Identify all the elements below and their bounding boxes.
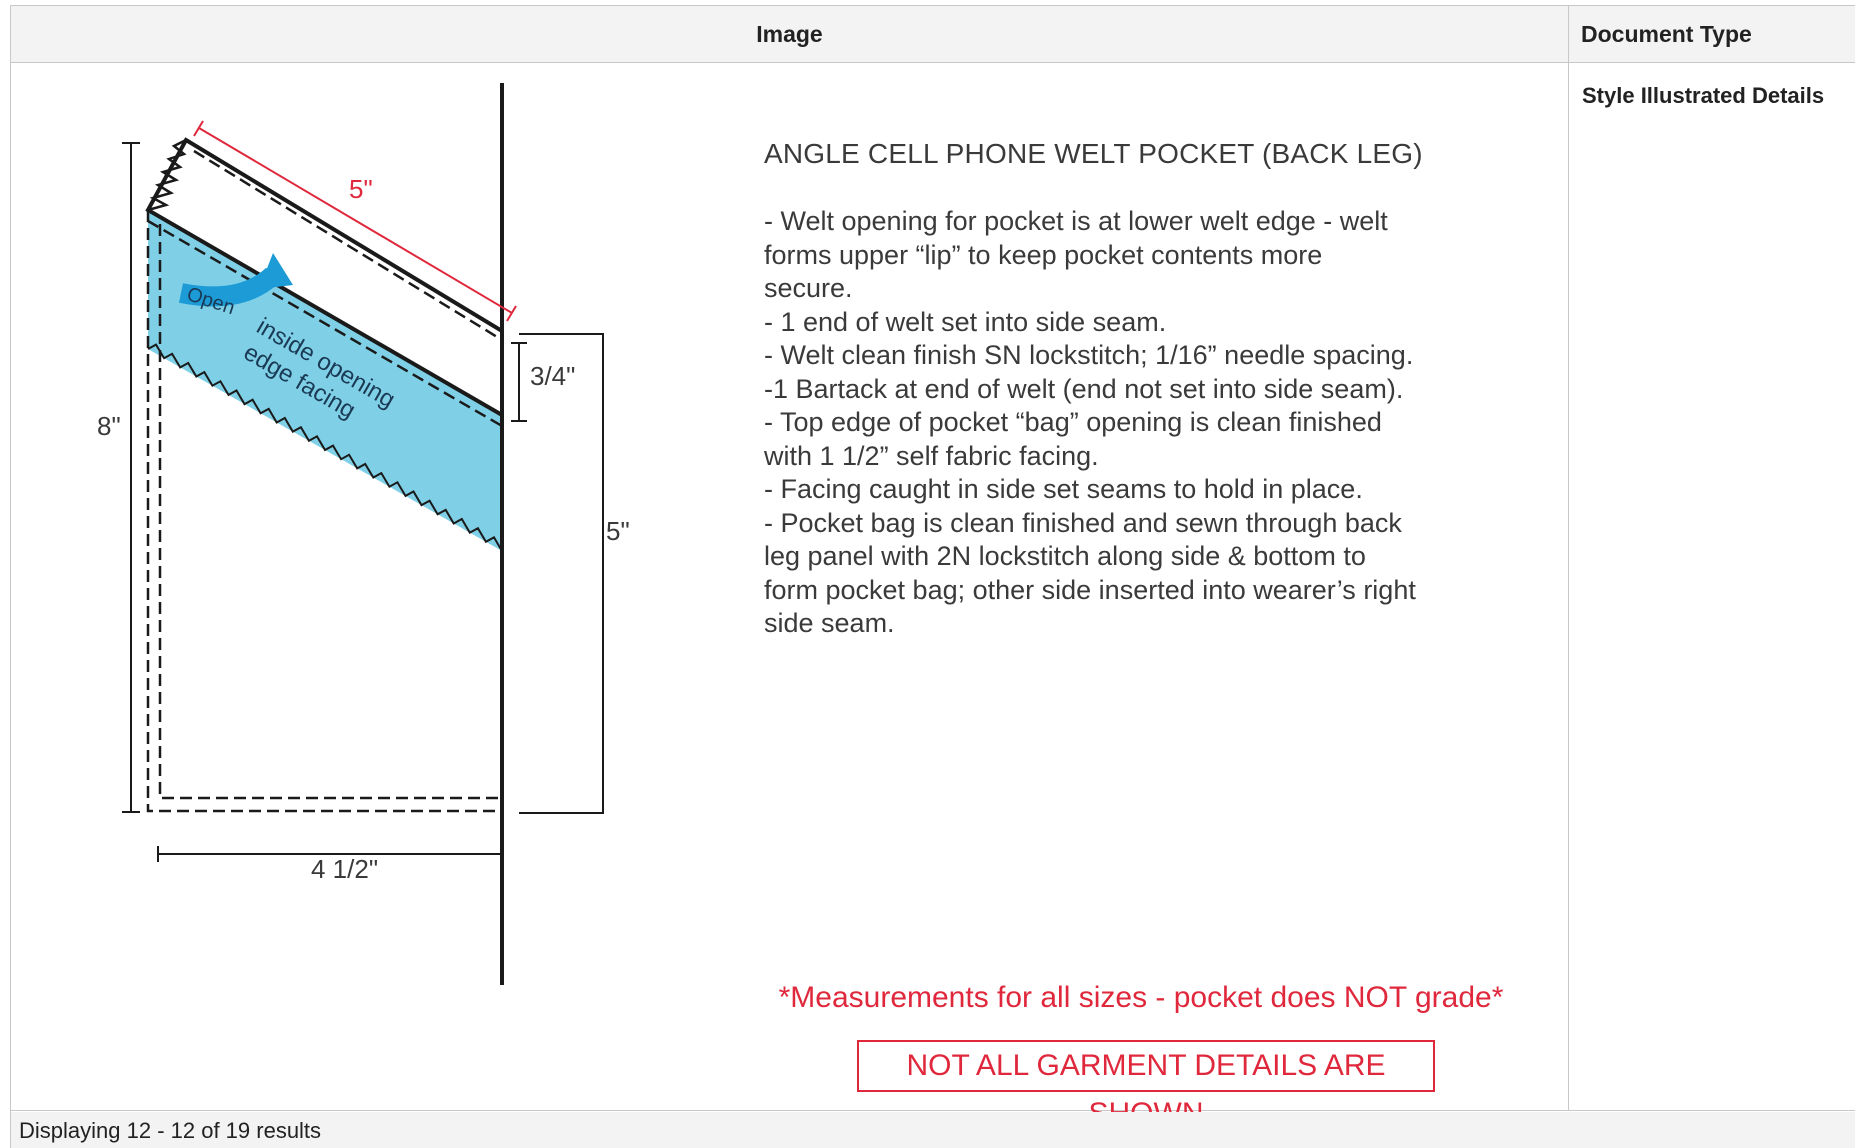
pocket-bag-outline-inner bbox=[158, 224, 502, 800]
welt-length-label: 5" bbox=[349, 174, 373, 204]
pocket-technical-drawing: Open inside opening edge facing 5" 8" 3/… bbox=[97, 83, 630, 985]
welt-length-dimension-line bbox=[198, 127, 513, 314]
spec-text: ANGLE CELL PHONE WELT POCKET (BACK LEG) … bbox=[764, 138, 1484, 641]
welt-stitch-line bbox=[193, 149, 503, 342]
disclaimer-box: NOT ALL GARMENT DETAILS ARE SHOWN bbox=[857, 1040, 1435, 1130]
spec-line: secure. bbox=[764, 273, 853, 303]
document-type-cell[interactable]: Style Illustrated Details bbox=[1582, 83, 1825, 108]
spec-line: with 1 1/2” self fabric facing. bbox=[764, 440, 1099, 471]
facing-zigzag-edge bbox=[147, 343, 503, 552]
spec-line: leg panel with 2N lockstitch along side … bbox=[764, 541, 1366, 571]
spec-line: - Pocket bag is clean finished and sewn … bbox=[764, 507, 1402, 538]
spec-line: - Welt opening for pocket is at lower we… bbox=[764, 206, 1388, 236]
pagination-status: Displaying 12 - 12 of 19 results bbox=[11, 1112, 1855, 1148]
spec-line: - Welt clean finish SN lockstitch; 1/16”… bbox=[764, 340, 1414, 370]
width-label: 4 1/2" bbox=[311, 854, 378, 884]
spec-line: - Top edge of pocket “bag” opening is cl… bbox=[764, 407, 1382, 437]
spec-line: - 1 end of welt set into side seam. bbox=[764, 306, 1167, 337]
table-header: Image Document Type bbox=[11, 6, 1855, 63]
welt-depth-label: 3/4" bbox=[530, 361, 575, 391]
welt-zigzag-end bbox=[147, 138, 187, 212]
table-row: Open inside opening edge facing 5" 8" 3/… bbox=[11, 63, 1855, 1130]
spec-line: side seam. bbox=[764, 608, 895, 638]
welt-length-tick-end bbox=[506, 305, 517, 322]
side-length-bracket bbox=[519, 333, 604, 814]
height-label: 8" bbox=[97, 411, 121, 441]
open-arrow-head bbox=[259, 253, 293, 289]
pocket-bag-outline-outer bbox=[146, 210, 502, 813]
side-length-label: 5" bbox=[606, 516, 630, 546]
spec-line: form pocket bag; other side inserted int… bbox=[764, 574, 1416, 605]
grading-note: *Measurements for all sizes - pocket doe… bbox=[778, 981, 1504, 1014]
results-table: Image Document Type bbox=[10, 5, 1855, 1148]
spec-line: - Facing caught in side set seams to hol… bbox=[764, 474, 1363, 504]
column-header-image[interactable]: Image bbox=[11, 6, 1569, 62]
spec-title: ANGLE CELL PHONE WELT POCKET (BACK LEG) bbox=[764, 138, 1423, 169]
facing-stitch-line bbox=[147, 219, 503, 428]
welt-length-tick-start bbox=[193, 120, 204, 137]
image-cell: Open inside opening edge facing 5" 8" 3/… bbox=[11, 63, 1569, 1130]
spec-line: forms upper “lip” to keep pocket content… bbox=[764, 239, 1323, 270]
column-header-document-type[interactable]: Document Type bbox=[1581, 21, 1752, 47]
spec-line: -1 Bartack at end of welt (end not set i… bbox=[764, 373, 1404, 404]
